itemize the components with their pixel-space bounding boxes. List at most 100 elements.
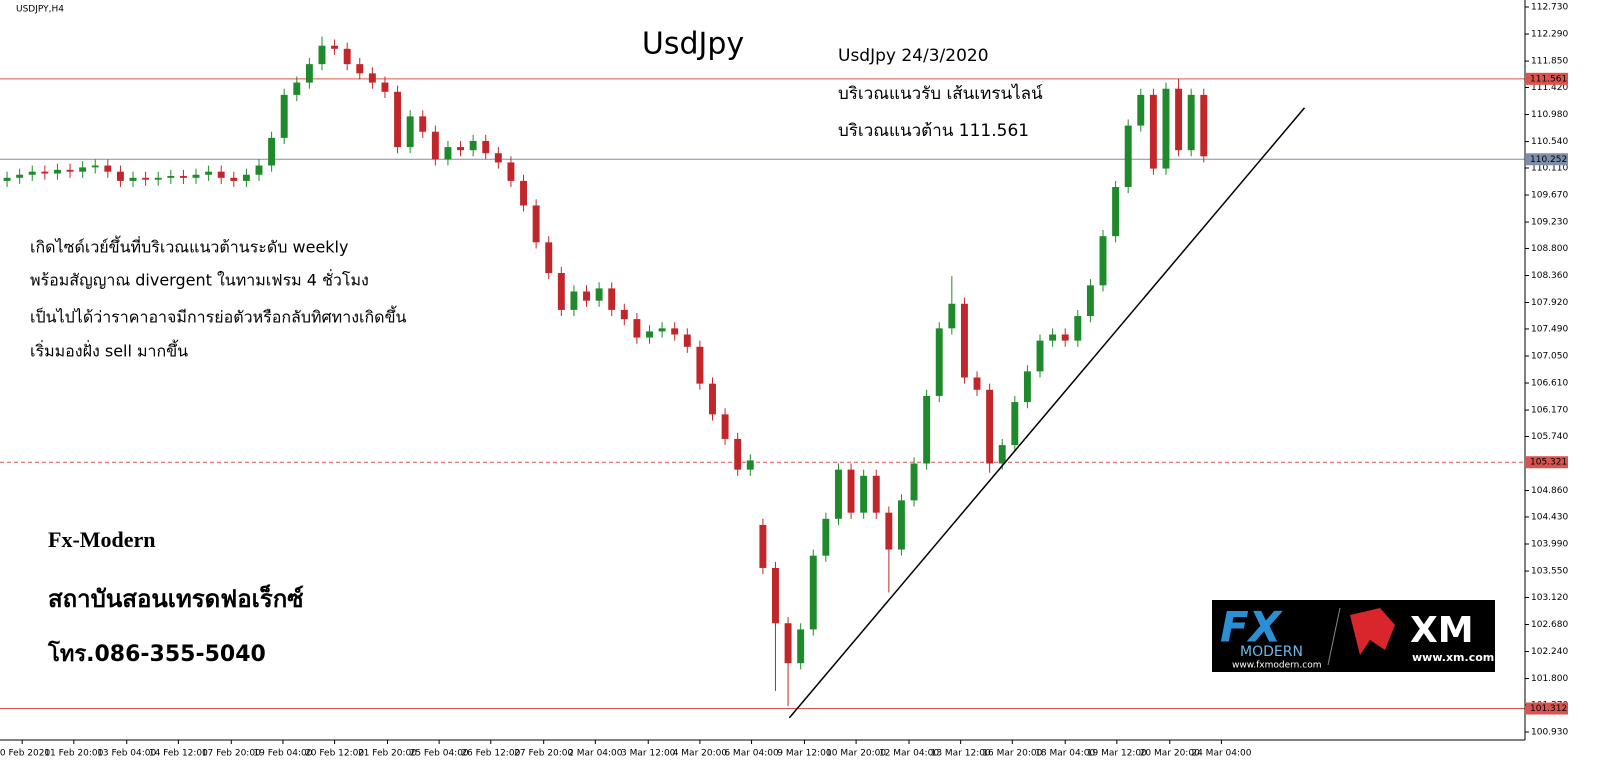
candle-body xyxy=(721,414,729,439)
annotation: พร้อมสัญญาณ divergent ในทามเฟรม 4 ชั่วโม… xyxy=(30,269,369,290)
candle-body xyxy=(1112,187,1120,237)
candle-body xyxy=(683,334,691,347)
x-tick-label: 3 Mar 12:00 xyxy=(621,749,676,759)
y-tick-label: 103.990 xyxy=(1531,540,1568,550)
brand-subtitle: สถาบันสอนเทรดฟอเร็กซ์ xyxy=(48,584,304,613)
candle-body xyxy=(986,389,994,464)
y-tick-label: 106.170 xyxy=(1531,406,1568,416)
candle-body xyxy=(293,82,301,95)
logo-background xyxy=(1212,600,1495,672)
x-tick-label: 17 Feb 20:00 xyxy=(202,749,261,759)
candle-body xyxy=(1187,94,1195,151)
x-tick-label: 10 Feb 2020 xyxy=(0,749,50,759)
logo-box: FX MODERN www.fxmodern.com XM www.xm.com xyxy=(1212,600,1495,672)
y-tick-label: 100.930 xyxy=(1531,728,1568,738)
candle-body xyxy=(154,177,162,180)
candle-body xyxy=(53,169,61,174)
logo-divider xyxy=(1327,607,1341,666)
candle-body xyxy=(419,116,427,132)
y-tick-label: 109.230 xyxy=(1531,218,1568,228)
x-tick-label: 19 Mar 12:00 xyxy=(1087,749,1147,759)
y-tick-label: 112.290 xyxy=(1531,30,1568,40)
candle-body xyxy=(3,177,11,181)
candle-body xyxy=(671,328,679,335)
candle-body xyxy=(897,500,905,550)
y-tick-label: 111.420 xyxy=(1531,83,1568,93)
candle-body xyxy=(1175,88,1183,151)
x-tick-label: 10 Mar 20:00 xyxy=(826,749,886,759)
level-label: 101.312 xyxy=(1530,704,1567,714)
fx-logo: FX xyxy=(1220,603,1284,652)
candle-body xyxy=(242,174,250,181)
candle-body xyxy=(860,475,868,513)
note: บริเวณแนวต้าน 111.561 xyxy=(838,121,1029,141)
candle-body xyxy=(872,475,880,513)
candle-body xyxy=(192,174,200,178)
annotation: เกิดไซด์เวย์ขึ้นที่บริเวณแนวต้านระดับ we… xyxy=(30,236,348,257)
trendline xyxy=(788,107,1306,719)
candle-body xyxy=(205,171,213,175)
candle-body xyxy=(394,91,402,148)
candle-body xyxy=(431,131,439,160)
x-tick-label: 20 Feb 12:00 xyxy=(305,749,364,759)
y-tick-label: 111.850 xyxy=(1531,57,1568,67)
plot-area xyxy=(0,36,1525,719)
candle-body xyxy=(608,288,616,310)
y-tick-label: 107.490 xyxy=(1531,324,1568,334)
candle-body xyxy=(343,48,351,65)
candle-body xyxy=(557,273,565,310)
candle-body xyxy=(709,383,716,415)
x-tick-label: 25 Feb 04:00 xyxy=(410,749,469,759)
brand-name: Fx-Modern xyxy=(48,527,156,552)
candle-body xyxy=(230,177,238,181)
candle-body xyxy=(66,169,74,172)
x-tick-label: 6 Mar 04:00 xyxy=(724,749,779,759)
candle-body xyxy=(734,438,742,470)
candle-body xyxy=(129,177,137,181)
x-tick-label: 27 Feb 20:00 xyxy=(514,749,573,759)
candle-body xyxy=(746,460,754,470)
xm-url: www.xm.com xyxy=(1412,651,1494,664)
x-tick-label: 16 Mar 20:00 xyxy=(982,749,1042,759)
candle-body xyxy=(620,309,628,320)
candle-body xyxy=(318,45,326,65)
candle-body xyxy=(469,140,477,151)
y-tick-label: 110.110 xyxy=(1531,163,1568,173)
level-label-box xyxy=(1526,72,1568,85)
candle-body xyxy=(217,171,225,178)
candle-body xyxy=(1023,371,1031,403)
x-tick-label: 19 Feb 04:00 xyxy=(253,749,312,759)
level-label-box xyxy=(1526,702,1568,715)
candle-body xyxy=(923,395,931,464)
candle-body xyxy=(646,331,653,338)
candle-body xyxy=(834,469,842,519)
candle-body xyxy=(41,171,49,174)
candle-body xyxy=(1061,334,1069,341)
x-tick-label: 13 Feb 04:00 xyxy=(97,749,156,759)
candle-body xyxy=(280,94,288,138)
candle-body xyxy=(79,167,87,172)
y-tick-label: 108.360 xyxy=(1531,271,1568,281)
x-tick-label: 9 Mar 12:00 xyxy=(777,749,832,759)
candle-body xyxy=(973,377,981,390)
annotation: เป็นไปได้ว่าราคาอาจมีการย่อตัวหรือกลับทิ… xyxy=(30,306,407,327)
chart-title: UsdJpy xyxy=(642,27,744,62)
y-tick-label: 105.740 xyxy=(1531,432,1568,442)
candle-body xyxy=(998,445,1006,464)
candle-body xyxy=(822,518,830,556)
candle-body xyxy=(482,140,490,154)
candle-body xyxy=(116,171,124,181)
note: UsdJpy 24/3/2020 xyxy=(838,46,989,66)
candle-body xyxy=(91,165,99,168)
xm-icon xyxy=(1350,608,1395,655)
x-tick-label: 18 Mar 04:00 xyxy=(1035,749,1095,759)
candle-body xyxy=(331,45,339,49)
candle-body xyxy=(1149,94,1157,169)
level-label-box xyxy=(1526,153,1568,166)
candle-body xyxy=(1086,285,1094,317)
candle-body xyxy=(1200,94,1208,157)
x-tick-label: 11 Feb 20:00 xyxy=(44,749,103,759)
y-tick-label: 106.610 xyxy=(1531,379,1568,389)
candle-body xyxy=(142,177,150,180)
